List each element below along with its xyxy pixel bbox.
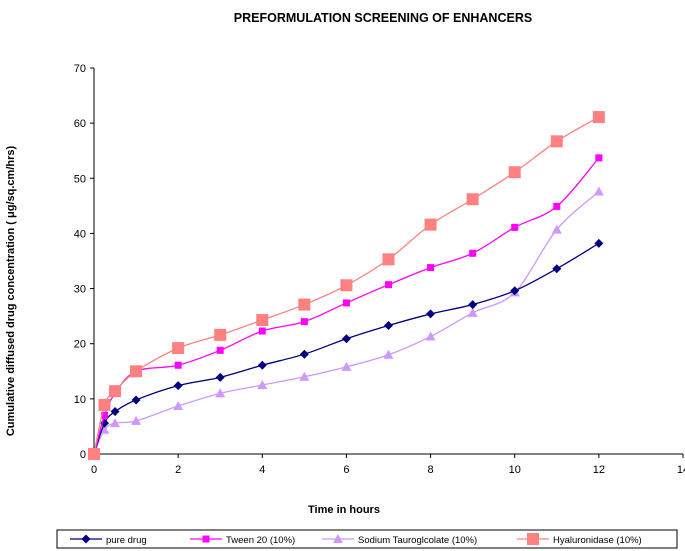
data-point — [258, 327, 266, 335]
chart-title: PREFORMULATION SCREENING OF ENHANCERS — [234, 11, 532, 25]
data-point — [508, 166, 521, 179]
data-point — [383, 349, 394, 359]
data-point — [257, 360, 267, 370]
data-point — [101, 411, 109, 419]
data-point — [216, 346, 224, 354]
data-point — [173, 401, 184, 411]
data-point — [467, 307, 478, 317]
data-point — [385, 281, 392, 289]
data-point — [88, 448, 100, 460]
data-point — [384, 321, 393, 331]
legend-swatch-marker — [81, 534, 91, 544]
y-tick-label: 70 — [74, 63, 86, 75]
data-point — [257, 380, 268, 390]
data-point — [174, 361, 182, 369]
x-tick-label: 2 — [175, 464, 181, 476]
data-point — [466, 193, 479, 206]
x-tick-label: 0 — [91, 464, 97, 476]
y-tick-label: 0 — [80, 449, 86, 461]
data-point — [110, 407, 120, 417]
data-point — [130, 365, 143, 378]
data-point — [382, 253, 395, 266]
data-point — [468, 300, 478, 310]
data-point — [299, 371, 310, 381]
data-point — [109, 385, 122, 398]
data-point — [299, 349, 309, 359]
data-point — [510, 286, 520, 296]
data-point — [173, 381, 183, 391]
legend-swatch-marker — [333, 534, 343, 543]
data-point — [550, 135, 563, 148]
data-point — [131, 395, 141, 405]
legend-entry: pure drug — [106, 535, 147, 546]
y-tick-label: 40 — [74, 228, 86, 240]
data-point — [425, 331, 436, 341]
legend-entry: Hyaluronidase (10%) — [553, 535, 642, 546]
data-point — [552, 264, 562, 274]
x-tick-label: 8 — [428, 464, 434, 476]
data-point — [298, 298, 311, 311]
legend-entry: Tween 20 (10%) — [226, 535, 295, 546]
data-point — [98, 398, 111, 411]
data-point — [426, 309, 436, 319]
data-point — [595, 154, 603, 162]
data-point — [551, 224, 562, 234]
series-line — [93, 191, 600, 455]
legend-swatch-marker — [202, 535, 210, 543]
y-tick-label: 30 — [74, 284, 86, 296]
data-point — [342, 299, 350, 307]
y-tick-label: 60 — [74, 118, 86, 130]
data-point — [469, 249, 477, 257]
x-tick-label: 6 — [343, 464, 349, 476]
x-tick-label: 10 — [509, 464, 521, 476]
data-point — [511, 223, 519, 231]
plot-area: 0 10 20 30 40 50 60 70 0 2 4 6 8 10 12 14 — [74, 63, 685, 476]
data-point — [214, 328, 227, 341]
data-point — [553, 202, 561, 210]
data-point — [593, 186, 604, 196]
data-point — [215, 388, 226, 398]
data-point — [592, 111, 605, 124]
y-tick-label: 50 — [74, 173, 86, 185]
x-tick-label: 14 — [677, 464, 685, 476]
data-point — [172, 342, 185, 355]
y-tick-label: 20 — [74, 339, 86, 351]
legend: pure drug Tween 20 (10%) Sodium Tauroglcol… — [56, 529, 678, 549]
data-point — [594, 238, 604, 248]
x-tick-label: 4 — [259, 464, 265, 476]
data-point — [341, 361, 352, 371]
data-point — [215, 372, 225, 382]
data-point — [256, 314, 269, 327]
data-point — [424, 218, 437, 231]
data-point — [341, 334, 351, 344]
data-point — [99, 424, 110, 434]
series-line — [93, 242, 600, 455]
x-axis-label: Time in hours — [308, 504, 380, 516]
x-tick-label: 12 — [593, 464, 605, 476]
data-point — [340, 279, 353, 292]
data-point — [427, 264, 435, 272]
legend-swatch-marker — [527, 533, 539, 545]
y-tick-label: 10 — [74, 394, 86, 406]
data-point — [131, 415, 142, 425]
data-point — [300, 318, 308, 326]
data-point — [110, 418, 121, 428]
y-axis-label: Cumulative diffused drug concentration (… — [5, 146, 17, 437]
legend-box — [56, 529, 678, 549]
legend-entry: Sodium Tauroglcolate (10%) — [358, 535, 477, 546]
